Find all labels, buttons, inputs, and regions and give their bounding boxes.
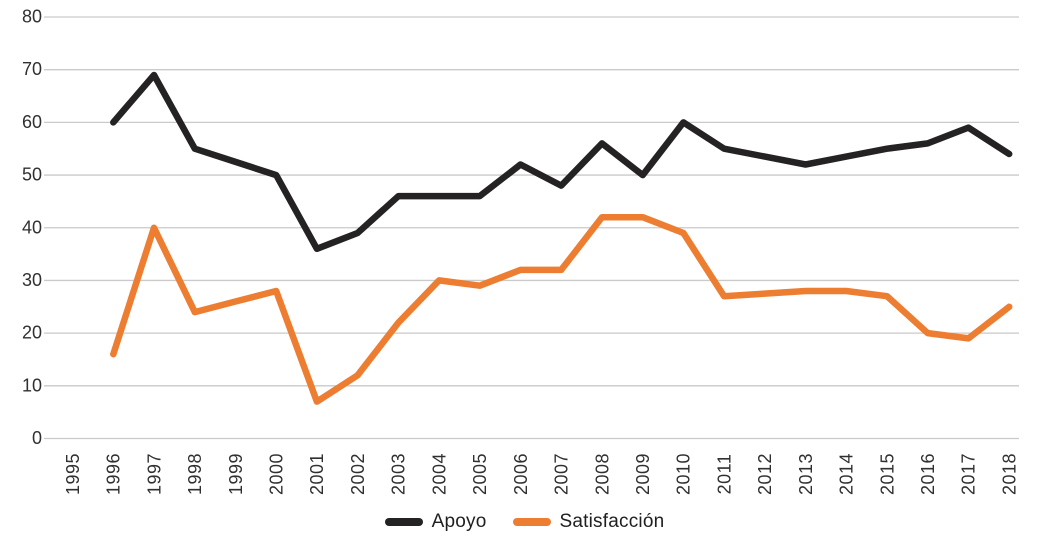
x-tick-label: 2017 <box>959 453 979 495</box>
y-tick-label: 80 <box>22 7 42 27</box>
x-tick-label: 2011 <box>714 454 734 495</box>
x-tick-label: 1999 <box>226 453 246 495</box>
legend-label-apoyo: Apoyo <box>431 511 487 532</box>
y-tick-label: 70 <box>22 59 42 79</box>
y-tick-label: 30 <box>22 270 42 290</box>
x-tick-label: 1996 <box>104 453 124 495</box>
x-tick-label: 2005 <box>470 453 490 495</box>
legend-label-satisfaccion: Satisfacción <box>559 511 665 532</box>
x-tick-label: 2009 <box>633 453 653 495</box>
x-tick-label: 2002 <box>348 453 368 495</box>
x-tick-label: 2010 <box>674 453 694 495</box>
y-tick-label: 40 <box>22 217 42 237</box>
x-tick-label: 1997 <box>144 453 164 495</box>
x-tick-label: 2014 <box>837 453 857 495</box>
x-tick-label: 1995 <box>63 453 83 495</box>
x-tick-label: 2008 <box>592 453 612 495</box>
x-tick-label: 2000 <box>267 453 287 495</box>
x-tick-label: 2006 <box>511 453 531 495</box>
y-tick-label: 60 <box>22 112 42 132</box>
y-tick-label: 50 <box>22 165 42 185</box>
legend-item-satisfaccion: Satisfacción <box>512 511 665 533</box>
legend-item-apoyo: Apoyo <box>384 511 487 533</box>
x-tick-label: 2015 <box>877 453 897 495</box>
x-tick-label: 2018 <box>999 453 1019 495</box>
y-tick-label: 10 <box>22 375 42 395</box>
chart-legend: Apoyo Satisfacción <box>0 508 1049 536</box>
satisfaccion-line <box>110 213 1013 405</box>
x-tick-label: 2007 <box>552 453 572 495</box>
x-tick-label: 2001 <box>307 453 327 495</box>
y-tick-label: 0 <box>32 428 42 448</box>
x-tick-label: 2004 <box>429 453 449 495</box>
legend-swatch-apoyo <box>384 518 423 526</box>
x-tick-label: 2003 <box>389 453 409 495</box>
x-tick-label: 2012 <box>755 453 775 495</box>
x-tick-label: 2016 <box>918 453 938 495</box>
x-tick-label: 1998 <box>185 453 205 495</box>
legend-swatch-satisfaccion <box>512 518 551 526</box>
apoyo-line <box>110 71 1013 253</box>
x-tick-label: 2013 <box>796 453 816 495</box>
y-tick-label: 20 <box>22 323 42 343</box>
